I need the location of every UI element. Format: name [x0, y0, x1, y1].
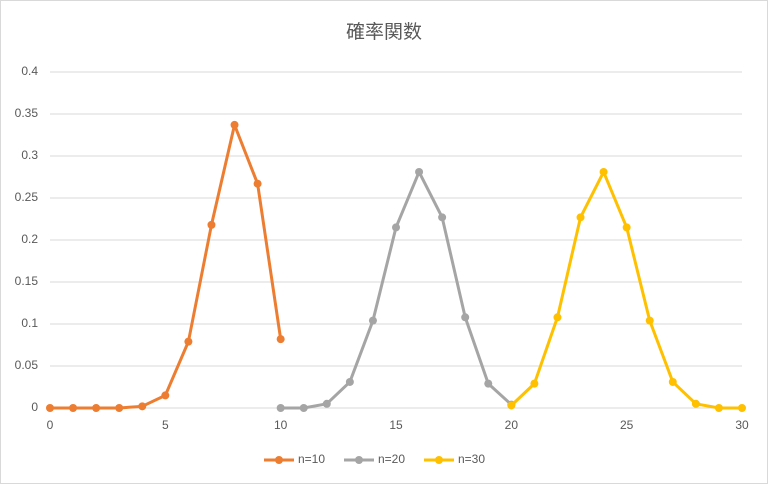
x-tick-label: 30	[735, 418, 749, 432]
data-point	[46, 404, 54, 412]
chart-title: 確率関数	[346, 21, 422, 43]
x-tick-label: 5	[162, 418, 169, 432]
data-point	[299, 404, 308, 412]
data-point	[184, 337, 193, 346]
data-point	[92, 404, 101, 412]
data-point	[415, 167, 424, 176]
data-point	[276, 335, 285, 344]
y-tick-label: 0.1	[21, 316, 38, 330]
legend-marker	[355, 456, 363, 464]
data-point	[530, 379, 539, 388]
data-point	[576, 213, 585, 222]
x-tick-label: 0	[47, 418, 54, 432]
y-tick-label: 0	[31, 400, 38, 414]
data-point	[484, 379, 493, 388]
y-tick-label: 0.05	[15, 358, 39, 372]
data-point	[738, 404, 746, 412]
data-point	[461, 313, 470, 322]
legend-label: n=20	[378, 452, 405, 466]
data-point	[161, 391, 170, 400]
data-point	[115, 404, 124, 412]
data-point	[368, 316, 377, 325]
data-point	[276, 404, 285, 412]
data-point	[668, 377, 677, 386]
x-tick-label: 20	[505, 418, 519, 432]
data-point	[599, 167, 608, 176]
legend-label: n=30	[458, 452, 485, 466]
y-tick-label: 0.4	[21, 64, 38, 78]
data-point	[230, 120, 239, 129]
y-tick-label: 0.25	[15, 190, 39, 204]
y-tick-label: 0.3	[21, 148, 38, 162]
x-tick-label: 10	[274, 418, 288, 432]
data-point	[253, 179, 262, 188]
data-point	[507, 401, 516, 410]
x-tick-label: 25	[620, 418, 634, 432]
legend-marker	[435, 456, 443, 464]
legend-label: n=10	[298, 452, 325, 466]
x-tick-label: 15	[389, 418, 403, 432]
data-point	[438, 213, 447, 222]
data-point	[322, 399, 331, 408]
y-tick-label: 0.15	[15, 274, 39, 288]
data-point	[138, 402, 147, 411]
data-point	[714, 404, 723, 412]
y-tick-label: 0.2	[21, 232, 38, 246]
data-point	[622, 223, 631, 232]
y-tick-label: 0.35	[15, 106, 39, 120]
data-point	[553, 313, 562, 322]
data-point	[345, 377, 354, 386]
data-point	[691, 399, 700, 408]
data-point	[645, 316, 654, 325]
data-point	[207, 220, 216, 229]
data-point	[392, 223, 400, 232]
legend-marker	[275, 456, 283, 464]
data-point	[69, 404, 78, 412]
